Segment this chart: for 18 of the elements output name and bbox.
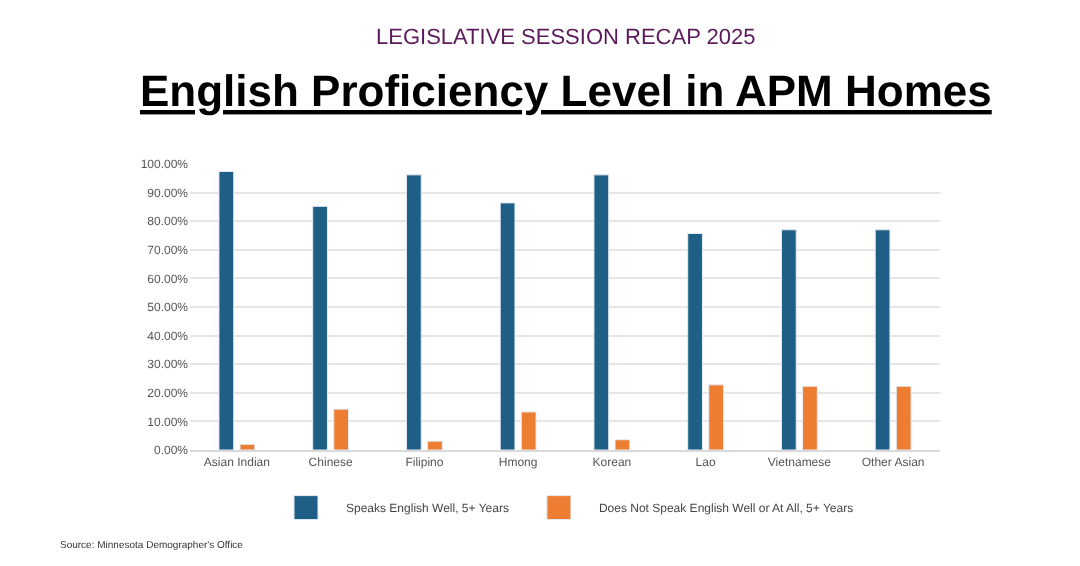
bar [614, 439, 631, 450]
bar [427, 440, 443, 450]
bar [593, 174, 610, 450]
bar [802, 385, 818, 450]
bar [218, 170, 235, 450]
bar [312, 205, 328, 450]
bar [895, 385, 912, 450]
bar [520, 411, 537, 450]
bar [405, 174, 422, 450]
bar [708, 384, 725, 450]
bar [780, 229, 797, 450]
chart-title: English Proficiency Level in APM Homes [140, 66, 992, 116]
bar [874, 229, 891, 450]
bar [499, 202, 516, 450]
chart-subtitle: LEGISLATIVE SESSION RECAP 2025 [376, 26, 756, 50]
bar [239, 443, 256, 450]
bar [687, 233, 703, 450]
bar [333, 408, 350, 450]
